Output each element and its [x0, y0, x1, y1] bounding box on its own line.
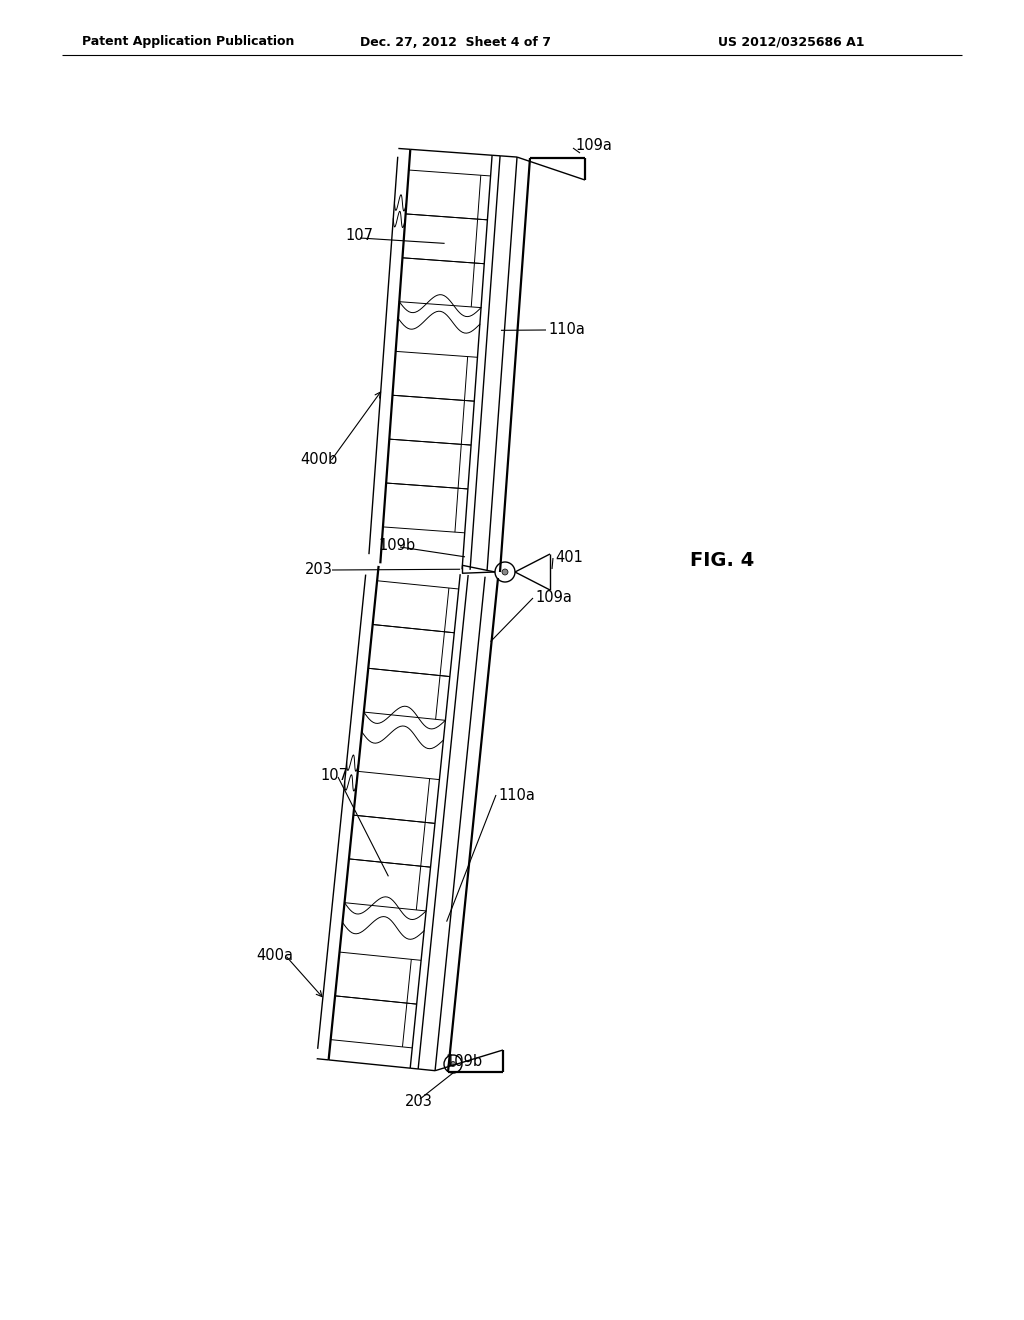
- Text: 110a: 110a: [548, 322, 585, 338]
- Text: 110a: 110a: [498, 788, 535, 803]
- Text: Dec. 27, 2012  Sheet 4 of 7: Dec. 27, 2012 Sheet 4 of 7: [360, 36, 551, 49]
- Text: 109b: 109b: [378, 537, 415, 553]
- Text: 109a: 109a: [575, 137, 612, 153]
- Text: 400a: 400a: [256, 948, 293, 962]
- Text: 401: 401: [555, 550, 583, 565]
- Text: 107: 107: [319, 767, 348, 783]
- Text: 107: 107: [345, 227, 373, 243]
- Text: 109a: 109a: [535, 590, 571, 606]
- Circle shape: [451, 1061, 456, 1067]
- Text: FIG. 4: FIG. 4: [690, 550, 755, 569]
- Text: Patent Application Publication: Patent Application Publication: [82, 36, 294, 49]
- Text: 203: 203: [406, 1094, 433, 1110]
- Text: 203: 203: [305, 562, 333, 578]
- Text: 400b: 400b: [300, 453, 337, 467]
- Text: 109b: 109b: [445, 1055, 482, 1069]
- Text: US 2012/0325686 A1: US 2012/0325686 A1: [718, 36, 864, 49]
- Circle shape: [502, 569, 508, 576]
